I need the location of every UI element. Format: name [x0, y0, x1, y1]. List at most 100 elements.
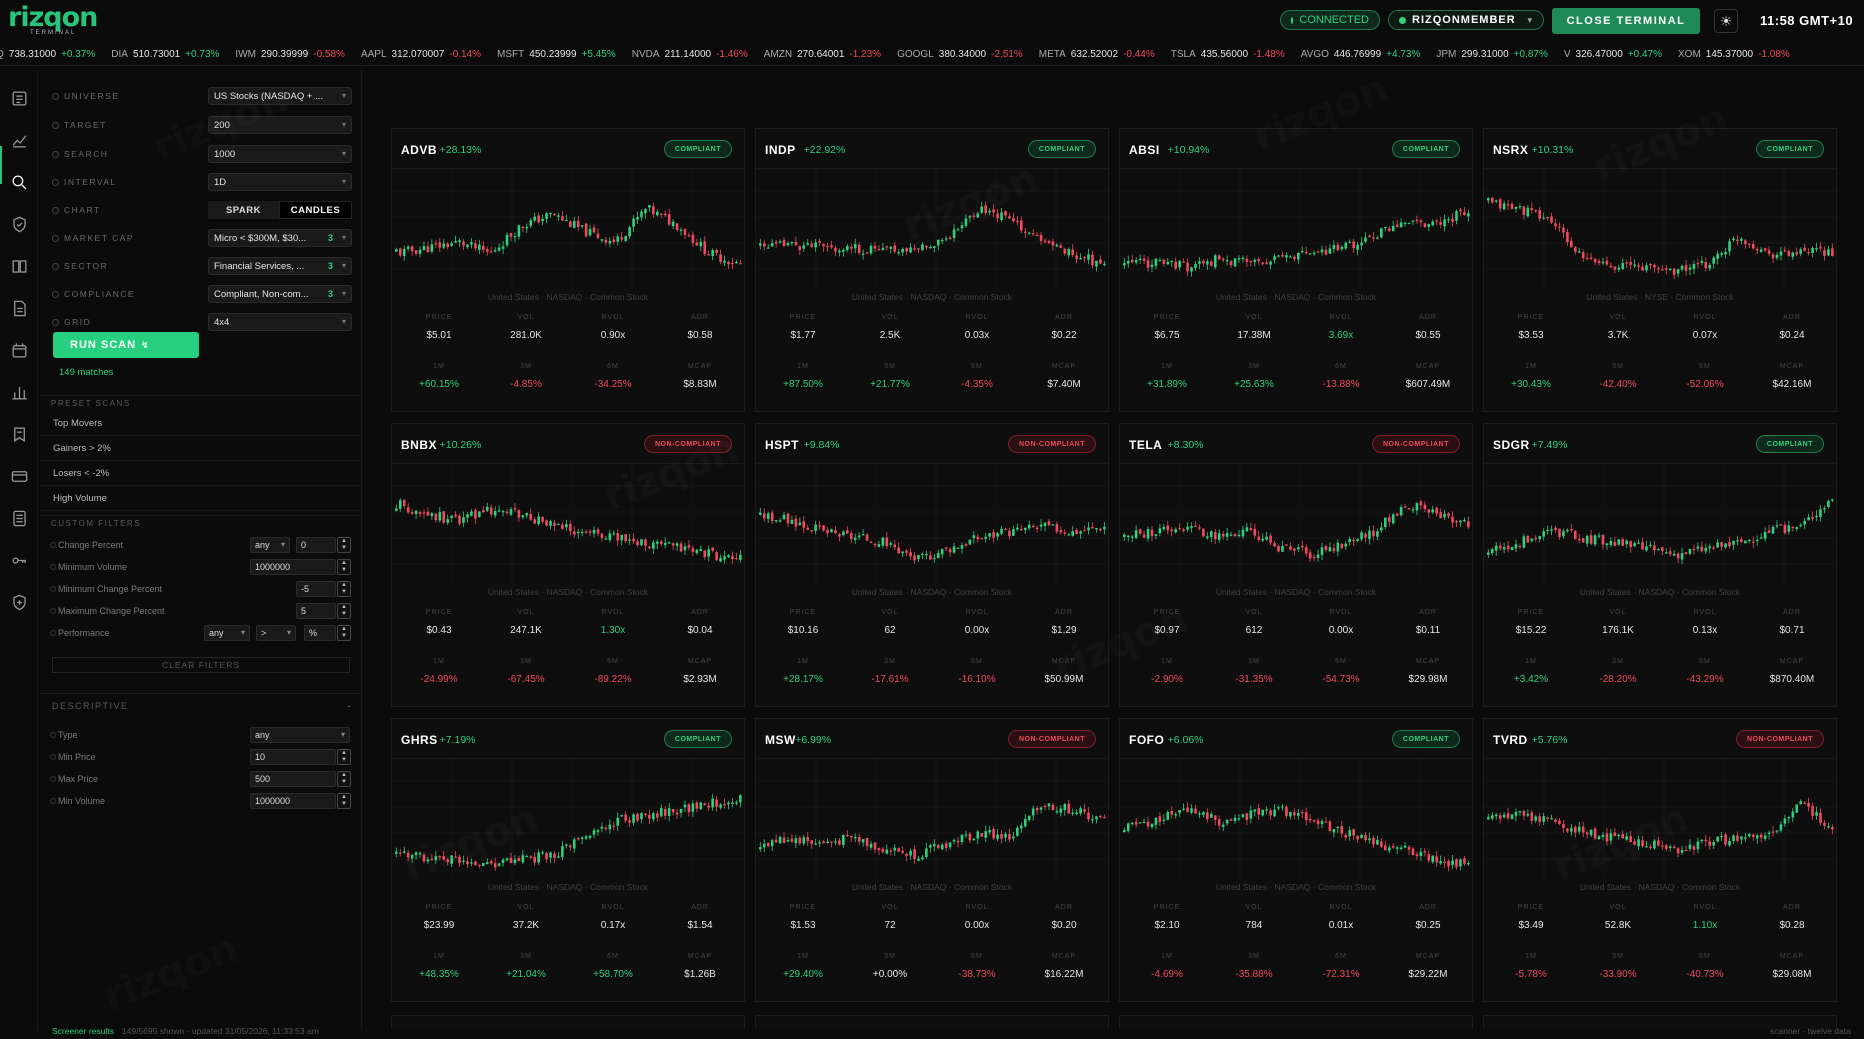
stepper-arrows-icon[interactable]: ▲ ▼ [337, 625, 351, 641]
ticker-item[interactable]: TSLA 435.56000 -1.48% [1171, 49, 1285, 60]
universe-select[interactable]: US Stocks (NASDAQ + ... ▾ [208, 87, 352, 105]
book-icon[interactable] [7, 254, 31, 278]
ticker-item[interactable]: META 632.52002 -0.44% [1039, 49, 1155, 60]
stepper-arrows-icon[interactable]: ▲ ▼ [337, 749, 351, 765]
stock-card[interactable]: INDP +22.92% COMPLIANT United States · NASD… [755, 128, 1109, 412]
ticker-item[interactable]: GOOGL 380.34000 -2.51% [897, 49, 1023, 60]
candlestick-chart[interactable] [1120, 759, 1473, 889]
radio-icon[interactable] [50, 586, 56, 592]
candlestick-chart[interactable] [756, 464, 1109, 594]
stock-symbol[interactable]: ABSI [1129, 143, 1160, 157]
ticker-item[interactable]: JPM 299.31000 +0.87% [1436, 49, 1547, 60]
radio-icon[interactable] [52, 318, 59, 326]
min-price-input[interactable]: 10 [250, 749, 336, 765]
radio-icon[interactable] [52, 262, 59, 270]
ticker-item[interactable]: V 326.47000 +0.47% [1564, 49, 1662, 60]
candlestick-chart[interactable] [1484, 759, 1837, 889]
candlestick-chart[interactable] [392, 759, 745, 889]
run-scan-button[interactable]: RUN SCAN ↯ [53, 332, 199, 358]
stock-card[interactable]: ABSI +10.94% COMPLIANT United States · NASD… [1119, 128, 1473, 412]
stepper-arrows-icon[interactable]: ▲ ▼ [337, 581, 351, 597]
radio-icon[interactable] [50, 564, 56, 570]
market-cap-select[interactable]: Micro < $300M, $30... 3 ▾ [208, 229, 352, 247]
performance-period-select[interactable]: any ▾ [204, 625, 250, 641]
ticker-item[interactable]: DIA 510.73001 +0.73% [111, 49, 219, 60]
brand-logo[interactable]: rizqon TERMINAL [8, 4, 98, 37]
radio-icon[interactable] [52, 234, 59, 242]
sector-select[interactable]: Financial Services, ... 3 ▾ [208, 257, 352, 275]
stock-card[interactable]: TVRD +5.76% NON-COMPLIANT United States · N… [1483, 718, 1837, 1002]
radio-icon[interactable] [50, 798, 56, 804]
preset-high-volume[interactable]: High Volume [40, 487, 362, 511]
radio-icon[interactable] [50, 608, 56, 614]
ticker-item[interactable]: Q738.31000+0.37% [0, 49, 95, 60]
stock-symbol[interactable]: HSPT [765, 438, 800, 452]
performance-operator-select[interactable]: > ▾ [256, 625, 296, 641]
preset-gainers[interactable]: Gainers > 2% [40, 437, 362, 461]
ticker-item[interactable]: IWM 290.39999 -0.58% [235, 49, 345, 60]
stock-card[interactable]: HSPT +9.84% NON-COMPLIANT United States · N… [755, 423, 1109, 707]
stock-card[interactable]: GHRS +7.19% COMPLIANT United States · NASDA… [391, 718, 745, 1002]
candles-toggle-button[interactable]: CANDLES [279, 201, 352, 219]
shield-plus-icon[interactable] [7, 590, 31, 614]
candlestick-chart[interactable] [1484, 169, 1837, 299]
bookmark-icon[interactable] [7, 422, 31, 446]
change-percent-operator-select[interactable]: any ▾ [250, 537, 290, 553]
target-select[interactable]: 200 ▾ [208, 116, 352, 134]
stock-symbol[interactable]: TVRD [1493, 733, 1528, 747]
radio-icon[interactable] [52, 206, 59, 214]
radio-icon[interactable] [50, 630, 56, 636]
clear-filters-button[interactable]: CLEAR FILTERS [52, 657, 350, 673]
radio-icon[interactable] [52, 150, 59, 158]
candlestick-chart[interactable] [392, 169, 745, 299]
stock-card[interactable]: ADVB +28.13% COMPLIANT United States · NASD… [391, 128, 745, 412]
stock-symbol[interactable]: BNBX [401, 438, 438, 452]
search-depth-select[interactable]: 1000 ▾ [208, 145, 352, 163]
radio-icon[interactable] [52, 92, 59, 100]
stock-card[interactable]: MSW +6.99% NON-COMPLIANT United States · NA… [755, 718, 1109, 1002]
stock-symbol[interactable]: INDP [765, 143, 796, 157]
close-terminal-button[interactable]: CLOSE TERMINAL [1552, 8, 1700, 34]
radio-icon[interactable] [50, 754, 56, 760]
stepper-arrows-icon[interactable]: ▲ ▼ [337, 603, 351, 619]
min-volume-desc-input[interactable]: 1000000 [250, 793, 336, 809]
account-menu-button[interactable]: RIZQONMEMBER ▾ [1388, 10, 1544, 30]
stock-card[interactable]: SDGR +7.49% COMPLIANT United States · NASDA… [1483, 423, 1837, 707]
radio-icon[interactable] [50, 732, 56, 738]
stock-card[interactable]: TELA +8.30% NON-COMPLIANT United States · N… [1119, 423, 1473, 707]
performance-value-input[interactable]: % [304, 625, 336, 641]
change-percent-input[interactable]: 0 [296, 537, 336, 553]
radio-icon[interactable] [50, 776, 56, 782]
document-icon[interactable] [7, 296, 31, 320]
ticker-item[interactable]: AMZN 270.64001 -1.23% [764, 49, 881, 60]
grid-size-select[interactable]: 4x4 ▾ [208, 313, 352, 331]
news-icon[interactable] [7, 86, 31, 110]
stock-symbol[interactable]: SDGR [1493, 438, 1530, 452]
stepper-arrows-icon[interactable]: ▲ ▼ [337, 559, 351, 575]
max-price-input[interactable]: 500 [250, 771, 336, 787]
ticker-item[interactable]: AVGO 446.76999 +4.73% [1301, 49, 1421, 60]
ticker-item[interactable]: XOM 145.37000 -1.08% [1678, 49, 1790, 60]
bar-chart-icon[interactable] [7, 380, 31, 404]
radio-icon[interactable] [52, 121, 59, 129]
candlestick-chart[interactable] [1120, 464, 1473, 594]
candlestick-chart[interactable] [756, 169, 1109, 299]
stepper-arrows-icon[interactable]: ▲ ▼ [337, 771, 351, 787]
candlestick-chart[interactable] [392, 464, 745, 594]
ticker-item[interactable]: AAPL 312.070007 -0.14% [361, 49, 481, 60]
radio-icon[interactable] [52, 178, 59, 186]
candlestick-chart[interactable] [1120, 169, 1473, 299]
stepper-arrows-icon[interactable]: ▲ ▼ [337, 793, 351, 809]
calendar-icon[interactable] [7, 338, 31, 362]
stock-card[interactable]: NSRX +10.31% COMPLIANT United States · NYSE… [1483, 128, 1837, 412]
min-volume-input[interactable]: 1000000 [250, 559, 336, 575]
compliance-select[interactable]: Compliant, Non-com... 3 ▾ [208, 285, 352, 303]
stock-symbol[interactable]: FOFO [1129, 733, 1165, 747]
candlestick-chart[interactable] [1484, 464, 1837, 594]
stepper-arrows-icon[interactable]: ▲ ▼ [337, 537, 351, 553]
interval-select[interactable]: 1D ▾ [208, 173, 352, 191]
stock-card[interactable]: BNBX +10.26% NON-COMPLIANT United States · … [391, 423, 745, 707]
stock-symbol[interactable]: GHRS [401, 733, 438, 747]
spark-toggle-button[interactable]: SPARK [208, 201, 279, 219]
stock-symbol[interactable]: TELA [1129, 438, 1163, 452]
